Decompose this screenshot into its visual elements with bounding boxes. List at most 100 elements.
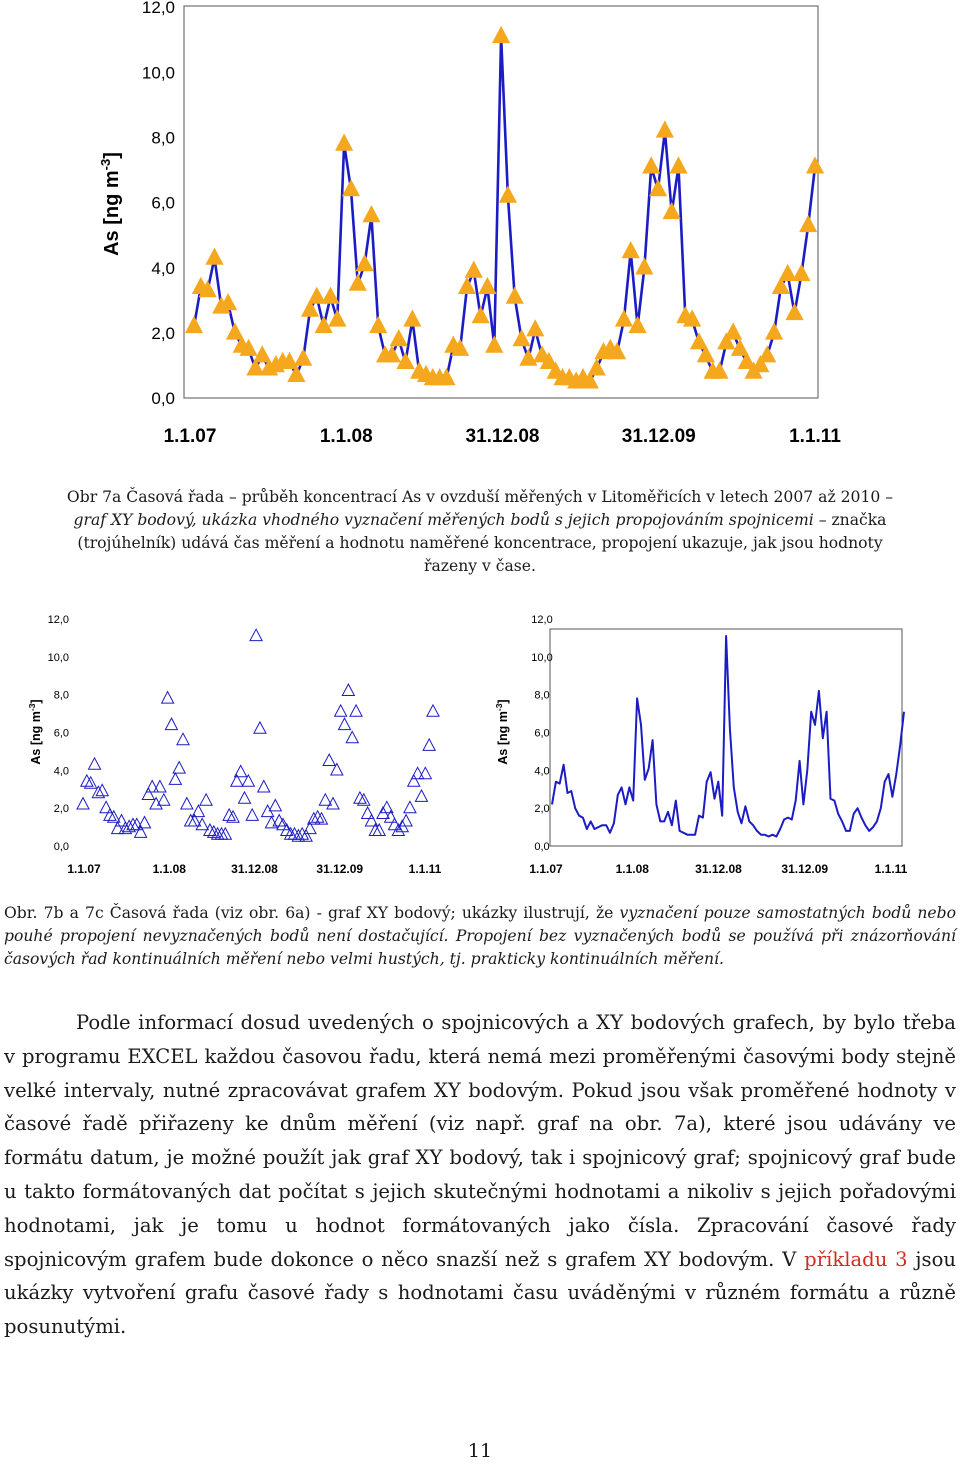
y-tick-label: 6,0 (54, 727, 69, 739)
x-tick-label: 31.12.08 (231, 862, 278, 876)
y-tick-label: 2,0 (534, 803, 549, 815)
data-point-marker (396, 351, 415, 369)
data-point-marker (249, 628, 263, 642)
y-tick-label: 8,0 (534, 690, 549, 702)
chart-7a-markers (184, 25, 825, 389)
data-point-marker (349, 703, 363, 717)
data-point-marker (226, 809, 240, 823)
caption-7a-line2-italic: graf XY bodový, ukázka vhodného vyznačen… (73, 511, 814, 529)
y-tick-label: 6,0 (534, 727, 549, 739)
data-point-marker (229, 773, 244, 787)
x-tick-label: 31.12.08 (466, 426, 540, 447)
data-point-marker (485, 335, 504, 353)
data-point-marker (792, 263, 811, 281)
data-point-marker (737, 351, 756, 369)
example-3-link[interactable]: příkladu 3 (804, 1247, 908, 1271)
chart-7a: 0,0 2,0 4,0 6,0 8,0 10,0 12,0 1.1.07 1.1.08 31.1… (98, 0, 841, 447)
data-point-marker (526, 319, 545, 337)
data-point-marker (303, 821, 317, 835)
data-point-marker (360, 805, 375, 819)
data-point-marker (355, 254, 374, 272)
data-point-marker (683, 309, 702, 327)
data-point-marker (322, 753, 337, 766)
data-point-marker (799, 214, 818, 233)
x-tick-label: 1.1.11 (409, 862, 442, 876)
data-point-marker (519, 348, 538, 366)
data-point-marker (246, 358, 265, 376)
data-point-marker (99, 800, 113, 814)
data-point-marker (307, 286, 326, 304)
data-point-marker (191, 804, 206, 818)
data-point-marker (187, 813, 202, 827)
data-point-marker (471, 306, 490, 324)
data-point-marker (689, 332, 709, 350)
data-point-marker (382, 345, 402, 363)
data-point-marker (287, 364, 306, 382)
data-point-marker (414, 788, 429, 802)
data-point-marker (614, 309, 634, 327)
data-point-marker (758, 345, 777, 363)
caption-7a-line2-rest: – značka (813, 511, 887, 529)
data-point-marker (321, 286, 340, 304)
data-point-marker (372, 822, 387, 836)
data-point-marker (539, 351, 558, 369)
data-point-marker (206, 824, 221, 838)
x-tick-label: 31.12.09 (316, 862, 363, 876)
data-point-marker (771, 276, 790, 294)
data-point-marker (399, 813, 413, 827)
y-tick-label: 8,0 (54, 690, 69, 702)
data-point-marker (778, 263, 797, 281)
data-point-marker (512, 329, 531, 347)
data-point-marker (410, 766, 425, 780)
data-point-marker (179, 796, 194, 810)
y-tick-label: 8,0 (151, 128, 175, 147)
x-tick-label: 1.1.11 (789, 426, 841, 447)
body-text-part1: Podle informací dosud uvedených o spojni… (4, 1011, 956, 1271)
data-point-marker (335, 133, 354, 151)
page-number: 11 (467, 1440, 493, 1462)
chart-7b-x-ticks: 1.1.07 1.1.08 31.12.08 31.12.09 1.1.11 (67, 862, 441, 876)
data-point-marker (95, 783, 110, 797)
data-point-marker (805, 156, 825, 174)
data-point-marker (203, 822, 217, 836)
data-point-marker (253, 345, 272, 363)
x-tick-label: 31.12.09 (781, 862, 828, 876)
data-point-marker (205, 247, 224, 265)
chart-7c-x-ticks: 1.1.07 1.1.08 31.12.08 31.12.09 1.1.11 (529, 862, 907, 876)
data-point-marker (326, 796, 340, 810)
caption-7a-line3: (trojúhelník) udává čas měření a hodnotu… (77, 534, 883, 552)
data-point-marker (457, 276, 477, 294)
data-point-marker (272, 813, 287, 827)
y-tick-label: 2,0 (151, 324, 175, 343)
data-point-marker (379, 800, 394, 814)
data-point-marker (184, 315, 204, 334)
data-point-marker (717, 332, 736, 350)
data-point-marker (145, 779, 160, 793)
data-point-marker (341, 179, 361, 197)
y-tick-label: 4,0 (534, 765, 549, 777)
y-tick-label: 12,0 (48, 614, 69, 626)
x-tick-label: 1.1.07 (529, 862, 563, 876)
x-tick-label: 31.12.08 (695, 862, 742, 876)
data-point-marker (222, 807, 237, 821)
y-tick-label: 4,0 (54, 765, 69, 777)
data-point-marker (333, 703, 348, 717)
data-point-marker (422, 737, 437, 751)
chart-7a-series-line (192, 34, 817, 384)
data-point-marker (628, 315, 647, 334)
data-point-marker (655, 120, 674, 138)
data-point-marker (505, 286, 524, 304)
data-point-marker (129, 817, 144, 831)
data-point-marker (387, 817, 402, 831)
data-point-marker (329, 762, 344, 776)
caption-7a-line2: graf XY bodový, ukázka vhodného vyznačen… (0, 509, 960, 532)
data-point-marker (198, 280, 217, 298)
data-point-marker (133, 824, 148, 838)
data-point-marker (389, 329, 408, 347)
y-tick-label: 0,0 (54, 841, 69, 853)
data-point-marker (245, 807, 260, 821)
data-point-marker (491, 25, 511, 44)
data-point-marker (91, 785, 106, 799)
data-point-marker (751, 355, 770, 373)
data-point-marker (306, 811, 321, 825)
